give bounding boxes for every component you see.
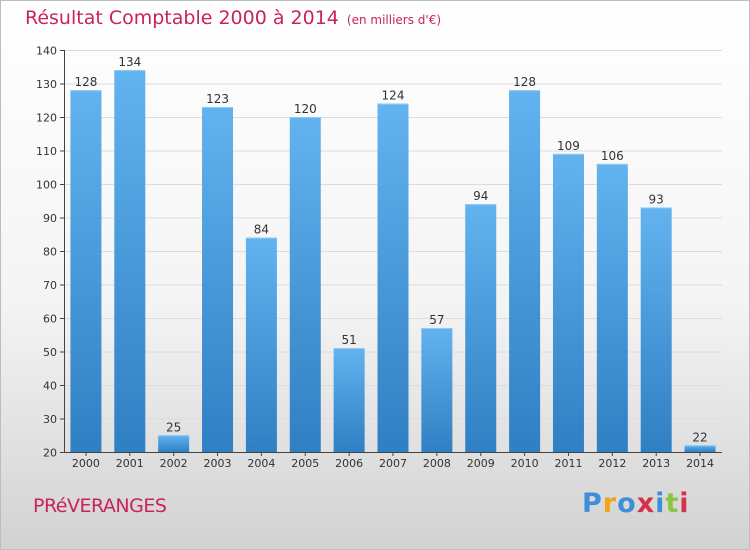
y-tick-label-80: 80 [43, 246, 57, 259]
axes: 20 30 40 50 60 70 80 90 100 110 120 130 140 2000 2001 2… [36, 45, 722, 470]
value-label-2005: 120 [294, 102, 317, 116]
x-tick-label-2011: 2011 [554, 457, 582, 470]
x-tick-label-2009: 2009 [467, 457, 495, 470]
chart-title-text: Résultat Comptable 2000 à 2014 [25, 7, 339, 29]
x-tick-label-2013: 2013 [642, 457, 670, 470]
bar-2004 [245, 237, 277, 452]
bar-2002 [158, 435, 190, 452]
y-tick-label-20: 20 [43, 447, 57, 460]
x-tick-label-2012: 2012 [598, 457, 626, 470]
value-label-2008: 57 [429, 313, 444, 327]
bar-2005 [289, 117, 321, 452]
y-tick-label-120: 120 [36, 112, 57, 125]
value-label-2011: 109 [557, 139, 580, 153]
value-label-2010: 128 [513, 75, 536, 89]
bar-2000 [70, 90, 102, 452]
value-label-2006: 51 [341, 333, 356, 347]
bar-2014 [684, 445, 716, 452]
value-label-2012: 106 [601, 149, 624, 163]
logo-letter: r [602, 488, 618, 519]
y-tick-label-70: 70 [43, 279, 57, 292]
value-label-2002: 25 [166, 420, 181, 434]
x-tick-label-2014: 2014 [686, 457, 714, 470]
x-tick-label-2005: 2005 [291, 457, 319, 470]
proxiti-logo[interactable]: Proxiti [582, 488, 690, 519]
logo-letter: i [655, 488, 666, 519]
y-tick-label-40: 40 [43, 380, 57, 393]
value-label-2013: 93 [649, 192, 664, 206]
bars [70, 70, 716, 452]
x-tick-label-2000: 2000 [72, 457, 100, 470]
value-label-2001: 134 [118, 55, 141, 69]
logo-letter: x [636, 488, 656, 519]
x-tick-label-2002: 2002 [160, 457, 188, 470]
logo-letter: t [665, 488, 680, 519]
bar-2006 [333, 348, 365, 452]
value-label-2007: 124 [382, 89, 405, 103]
value-label-2003: 123 [206, 92, 229, 106]
value-label-2014: 22 [692, 430, 707, 444]
x-tick-label-2007: 2007 [379, 457, 407, 470]
y-tick-label-100: 100 [36, 179, 57, 192]
value-label-2009: 94 [473, 189, 488, 203]
bar-2013 [640, 207, 672, 452]
y-tick-label-130: 130 [36, 78, 57, 91]
x-tick-label-2004: 2004 [247, 457, 275, 470]
value-label-2004: 84 [254, 223, 269, 237]
bar-2008 [421, 328, 453, 452]
logo-letter: P [582, 488, 603, 519]
x-tick-label-2010: 2010 [511, 457, 539, 470]
bar-2001 [114, 70, 146, 452]
value-label-2000: 128 [74, 75, 97, 89]
y-tick-label-50: 50 [43, 346, 57, 359]
chart-unit-label: (en milliers d'€) [346, 13, 442, 27]
chart-title: Résultat Comptable 2000 à 2014 (en millie… [25, 7, 441, 29]
y-tick-label-90: 90 [43, 212, 57, 225]
y-tick-label-60: 60 [43, 313, 57, 326]
x-tick-label-2003: 2003 [204, 457, 232, 470]
bar-2010 [509, 90, 541, 452]
y-tick-label-140: 140 [36, 45, 57, 58]
logo-letter: i [679, 488, 690, 519]
bar-value-labels: 128 134 25 123 84 120 51 124 57 94 128 109 106 93 22 [74, 55, 707, 444]
y-tick-label-30: 30 [43, 413, 57, 426]
bar-2007 [377, 103, 409, 452]
bar-2011 [552, 153, 584, 452]
bar-2012 [596, 163, 628, 452]
x-tick-label-2006: 2006 [335, 457, 363, 470]
bar-2003 [202, 106, 234, 452]
bar-2009 [465, 204, 497, 452]
logo-letter: o [617, 488, 637, 519]
y-tick-label-110: 110 [36, 145, 57, 158]
x-tick-label-2008: 2008 [423, 457, 451, 470]
commune-name: PRéVERANGES [33, 495, 167, 517]
x-tick-label-2001: 2001 [116, 457, 144, 470]
